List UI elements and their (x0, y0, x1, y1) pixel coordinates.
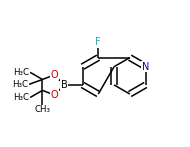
Text: O: O (51, 70, 58, 80)
Text: H₃C: H₃C (13, 68, 29, 77)
Text: H₃C: H₃C (13, 93, 29, 102)
Text: F: F (96, 37, 101, 47)
Text: N: N (142, 62, 149, 72)
Text: B: B (61, 80, 68, 90)
Text: H₃C: H₃C (12, 80, 28, 89)
Text: O: O (51, 90, 58, 100)
Text: CH₃: CH₃ (34, 105, 51, 114)
